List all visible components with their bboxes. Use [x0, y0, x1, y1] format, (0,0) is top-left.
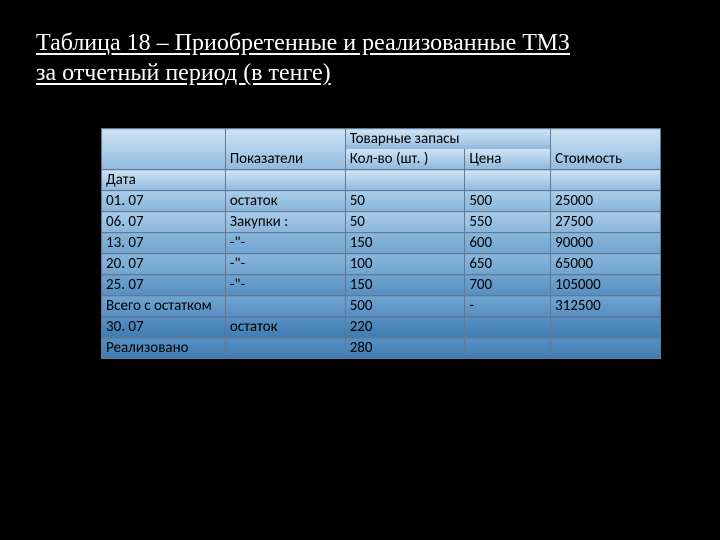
title-line-2: за отчетный период (в тенге): [36, 60, 331, 86]
cell-price: 650: [465, 254, 551, 275]
cell-price: 600: [465, 233, 551, 254]
cell-ind: [225, 296, 345, 317]
cell-date: 06. 07: [102, 212, 226, 233]
cell-date: 01. 07: [102, 191, 226, 212]
cell-qty: 50: [345, 212, 465, 233]
cell-qty: 220: [345, 317, 465, 338]
cell-ind: -"-: [225, 275, 345, 296]
cell-price: 500: [465, 191, 551, 212]
realized-row: Реализовано 280: [102, 338, 661, 359]
cell-cost: 65000: [551, 254, 661, 275]
cell-qty: 150: [345, 233, 465, 254]
cell-ind: -"-: [225, 233, 345, 254]
cell-ind: [225, 338, 345, 359]
header-cost: Стоимость: [551, 129, 661, 170]
cell-qty: 50: [345, 191, 465, 212]
cell-qty: 280: [345, 338, 465, 359]
cell-cost: 90000: [551, 233, 661, 254]
table-row: 01. 07 остаток 50 500 25000: [102, 191, 661, 212]
table-row: 13. 07 -"- 150 600 90000: [102, 233, 661, 254]
cell-date: 30. 07: [102, 317, 226, 338]
date-label-row: Дата: [102, 170, 661, 191]
cell-price: 700: [465, 275, 551, 296]
slide-title: Таблица 18 – Приобретенные и реализованн…: [36, 28, 684, 88]
cell-price: [465, 317, 551, 338]
cell-date: 20. 07: [102, 254, 226, 275]
inventory-table: Показатели Товарные запасы Стоимость Кол…: [101, 128, 661, 359]
cell-ind: Закупки :: [225, 212, 345, 233]
cell-price: [465, 338, 551, 359]
header-row-1: Показатели Товарные запасы Стоимость: [102, 129, 661, 150]
header-date-blank: [102, 129, 226, 170]
cell-cost: [551, 317, 661, 338]
header-qty: Кол-во (шт. ): [345, 149, 465, 170]
header-price: Цена: [465, 149, 551, 170]
table-row: 06. 07 Закупки : 50 550 27500: [102, 212, 661, 233]
cell-date: Всего с остатком: [102, 296, 226, 317]
cell-cost: 25000: [551, 191, 661, 212]
cell-ind: остаток: [225, 191, 345, 212]
cell-qty: 150: [345, 275, 465, 296]
empty: [551, 170, 661, 191]
title-line-1: Таблица 18 – Приобретенные и реализованн…: [36, 30, 570, 56]
cell-cost: 105000: [551, 275, 661, 296]
cell-cost: 27500: [551, 212, 661, 233]
cell-price: 550: [465, 212, 551, 233]
after-total-row: 30. 07 остаток 220: [102, 317, 661, 338]
total-row: Всего с остатком 500 - 312500: [102, 296, 661, 317]
slide-container: Таблица 18 – Приобретенные и реализованн…: [0, 0, 720, 387]
cell-cost: 312500: [551, 296, 661, 317]
table-row: 20. 07 -"- 100 650 65000: [102, 254, 661, 275]
cell-date: 13. 07: [102, 233, 226, 254]
cell-qty: 100: [345, 254, 465, 275]
cell-qty: 500: [345, 296, 465, 317]
cell-cost: [551, 338, 661, 359]
header-indicators: Показатели: [225, 129, 345, 170]
cell-date: 25. 07: [102, 275, 226, 296]
empty: [345, 170, 465, 191]
cell-date: Реализовано: [102, 338, 226, 359]
empty: [225, 170, 345, 191]
cell-ind: -"-: [225, 254, 345, 275]
table-wrapper: Показатели Товарные запасы Стоимость Кол…: [101, 128, 661, 359]
date-label: Дата: [102, 170, 226, 191]
table-row: 25. 07 -"- 150 700 105000: [102, 275, 661, 296]
cell-price: -: [465, 296, 551, 317]
empty: [465, 170, 551, 191]
header-group: Товарные запасы: [345, 129, 550, 150]
cell-ind: остаток: [225, 317, 345, 338]
